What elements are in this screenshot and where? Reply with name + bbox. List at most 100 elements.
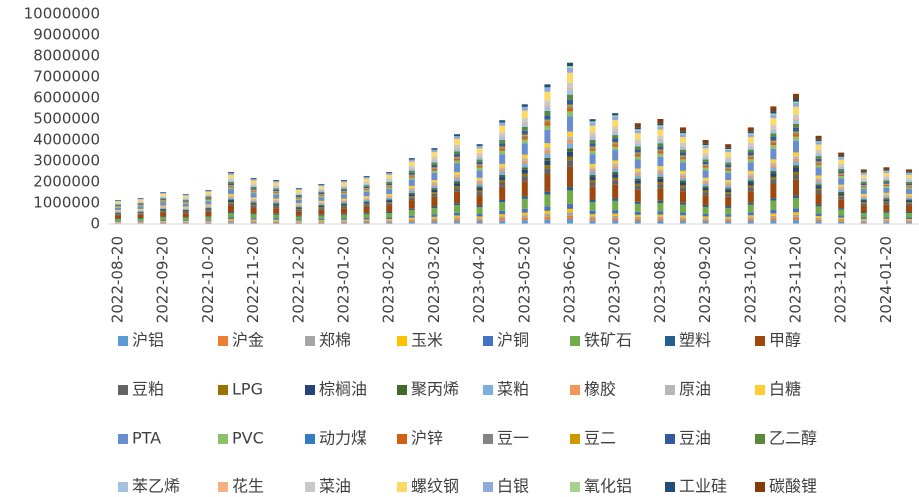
bar-segment	[137, 217, 144, 219]
bar-segment	[250, 220, 257, 222]
bar-segment	[115, 210, 121, 212]
bar-segment	[476, 156, 483, 160]
bar-segment	[725, 172, 732, 181]
bar-segment	[860, 173, 867, 175]
bar-segment	[228, 217, 234, 220]
bar-segment	[454, 215, 460, 218]
bar-segment	[612, 116, 619, 121]
bar-segment	[205, 190, 212, 191]
bar-segment	[680, 173, 686, 176]
bar-segment	[702, 216, 709, 219]
bar-segment	[747, 133, 754, 135]
bar-segment	[725, 220, 732, 222]
bar-segment	[521, 106, 528, 111]
bar-segment	[747, 145, 754, 147]
bar-segment	[499, 163, 506, 168]
bar-segment	[883, 178, 890, 179]
bar-segment	[906, 174, 912, 179]
bar-segment	[567, 111, 573, 117]
bar-segment	[431, 192, 438, 194]
legend-label: 聚丙烯	[411, 380, 459, 399]
bar-segment	[363, 196, 370, 198]
bar-segment	[454, 147, 460, 149]
bar-segment	[612, 220, 619, 224]
bar-segment	[115, 202, 121, 204]
bar-segment	[860, 172, 867, 174]
bar-segment	[273, 208, 280, 214]
bar-segment	[906, 172, 912, 174]
bar-segment	[838, 157, 845, 160]
bar-segment	[680, 162, 686, 171]
bar-segment	[295, 216, 302, 220]
bar-segment	[363, 219, 370, 221]
bar-segment	[815, 217, 822, 220]
bar-segment	[838, 219, 845, 221]
bar-segment	[363, 197, 370, 199]
bar-segment	[725, 167, 732, 169]
bar-segment	[137, 201, 144, 202]
bar-segment	[567, 156, 573, 161]
bar-segment	[544, 150, 551, 154]
bar-segment	[544, 104, 551, 107]
bar-segment	[544, 129, 551, 144]
bar-segment	[476, 155, 483, 157]
bar-segment	[612, 138, 619, 142]
bar-segment	[544, 84, 551, 88]
bar-segment	[567, 99, 573, 105]
bar-segment	[567, 148, 573, 152]
bar-segment	[137, 213, 144, 215]
bar-segment	[793, 106, 799, 115]
bar-segment	[205, 196, 212, 198]
bar-segment	[386, 174, 393, 179]
bar-segment	[408, 177, 415, 180]
bar-segment	[725, 208, 732, 215]
bar-segment	[838, 166, 845, 170]
x-tick-label: 2023-10-20	[741, 236, 759, 323]
bar-segment	[725, 159, 732, 161]
bar-segment	[883, 220, 890, 222]
bar-segment	[634, 218, 641, 221]
bar-segment	[341, 181, 347, 183]
bar-segment	[408, 208, 415, 211]
bar-segment	[634, 183, 641, 186]
bar-segment	[250, 188, 257, 190]
bar-segment	[295, 192, 302, 194]
bar-segment	[883, 195, 890, 197]
bar-segment	[883, 172, 890, 177]
bar-segment	[205, 194, 212, 196]
bar-segment	[386, 220, 393, 222]
bar-segment	[160, 202, 167, 206]
bar-segment	[408, 217, 415, 220]
bar-segment	[567, 89, 573, 95]
bar-segment	[860, 181, 867, 184]
bar-segment	[205, 221, 212, 223]
bar-segment	[906, 199, 912, 201]
bar-segment	[250, 214, 257, 219]
bar-segment	[702, 186, 709, 188]
bar-segment	[182, 194, 189, 195]
bar-segment	[228, 205, 234, 212]
bar-segment	[860, 187, 867, 190]
bar-segment	[906, 196, 912, 198]
bar-segment	[567, 108, 573, 112]
bar-segment	[680, 219, 686, 222]
bar-segment	[567, 140, 573, 144]
bar-segment	[770, 141, 777, 143]
bar-segment	[567, 106, 573, 109]
bar-segment	[657, 135, 664, 139]
bar-segment	[431, 221, 438, 224]
bar-segment	[567, 67, 573, 73]
bar-segment	[408, 221, 415, 224]
bar-segment	[499, 218, 506, 221]
bar-segment	[386, 205, 393, 212]
bar-segment	[612, 218, 619, 221]
bar-segment	[363, 186, 370, 189]
bar-segment	[137, 210, 144, 211]
bar-segment	[499, 210, 506, 215]
bar-segment	[770, 148, 777, 160]
bar-segment	[431, 149, 438, 153]
bar-segment	[476, 153, 483, 156]
bar-segment	[137, 199, 144, 202]
y-tick-label: 9000000	[33, 26, 100, 44]
x-tick-label: 2022-11-20	[244, 236, 262, 323]
